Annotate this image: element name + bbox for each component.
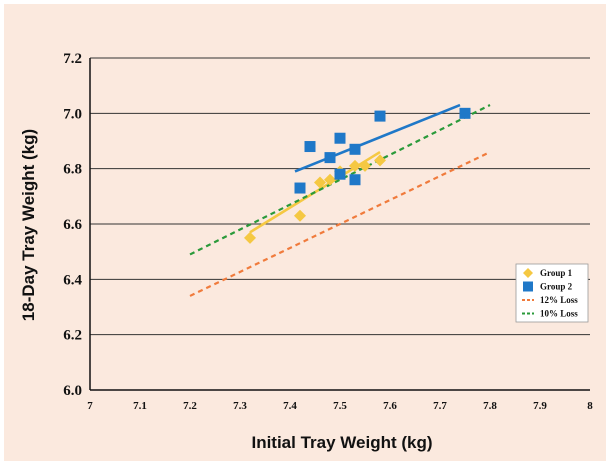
grid-lines [90,57,590,336]
group2-point-1 [304,141,316,153]
x-tick-label-7.7: 7.7 [433,400,447,412]
reference-line-3 [189,104,491,256]
group2-point-3 [334,168,346,180]
group1-point-6 [359,159,371,172]
legend-label-2: 12% Loss [540,295,578,305]
y-tick-label-6.0: 6.0 [63,383,82,399]
group1-point-0 [244,231,256,244]
x-tick-label-7.4: 7.4 [283,400,297,412]
group1-point-1 [294,209,306,222]
group1-point-5 [349,159,361,172]
legend-label-3: 10% Loss [540,309,578,319]
reference-line-2 [189,151,491,297]
x-tick-label-7.5: 7.5 [333,400,347,412]
group1-point-2 [314,176,326,189]
chart-frame: 6.0 6.2 6.4 6.6 6.8 7.0 7.2 7 7.1 7.2 7.3 7.4 7.5 7.6… [4,4,606,461]
legend: Group 1 Group 2 12% Loss 10% Loss [515,263,589,323]
y-tick-label-7.2: 7.2 [63,51,82,67]
trend-line-1 [294,103,461,173]
y-axis-label: 18-Day Tray Weight (kg) [19,129,38,321]
group2-point-8 [459,107,471,119]
y-tick-label-6.4: 6.4 [63,272,82,288]
group2-point-5 [349,143,361,155]
x-axis-label: Initial Tray Weight (kg) [251,433,432,452]
legend-label-1: Group 2 [540,282,573,292]
y-tick-label-6.8: 6.8 [63,162,82,178]
x-tick-label-7.6: 7.6 [383,400,397,412]
y-tick-label-6.2: 6.2 [63,328,82,344]
y-tick-label-7.0: 7.0 [63,106,82,122]
group2-point-4 [334,132,346,144]
y-tick-label-6.6: 6.6 [63,217,82,233]
data-points [244,107,471,244]
group2-point-2 [324,152,336,164]
group1-point-7 [374,154,386,167]
scatter-chart: 6.0 6.2 6.4 6.6 6.8 7.0 7.2 7 7.1 7.2 7.3 7.4 7.5 7.6… [19,51,593,452]
legend-key-group1 [523,268,533,278]
x-tick-label-7.2: 7.2 [183,400,197,412]
legend-label-0: Group 1 [540,268,573,278]
x-tick-label-8: 8 [587,400,593,412]
group2-point-6 [349,174,361,186]
group2-point-0 [294,182,306,194]
legend-key-group2 [523,281,533,292]
x-tick-label-7.3: 7.3 [233,400,247,412]
x-tick-label-7.8: 7.8 [483,400,497,412]
group2-point-7 [374,110,386,122]
group1-point-3 [324,173,336,186]
x-tick-label-7.9: 7.9 [533,400,547,412]
axes [89,58,590,391]
tick-labels: 6.0 6.2 6.4 6.6 6.8 7.0 7.2 7 7.1 7.2 7.3 7.4 7.5 7.6… [63,51,593,412]
x-tick-label-7: 7 [87,400,93,412]
x-tick-label-7.1: 7.1 [133,400,147,412]
